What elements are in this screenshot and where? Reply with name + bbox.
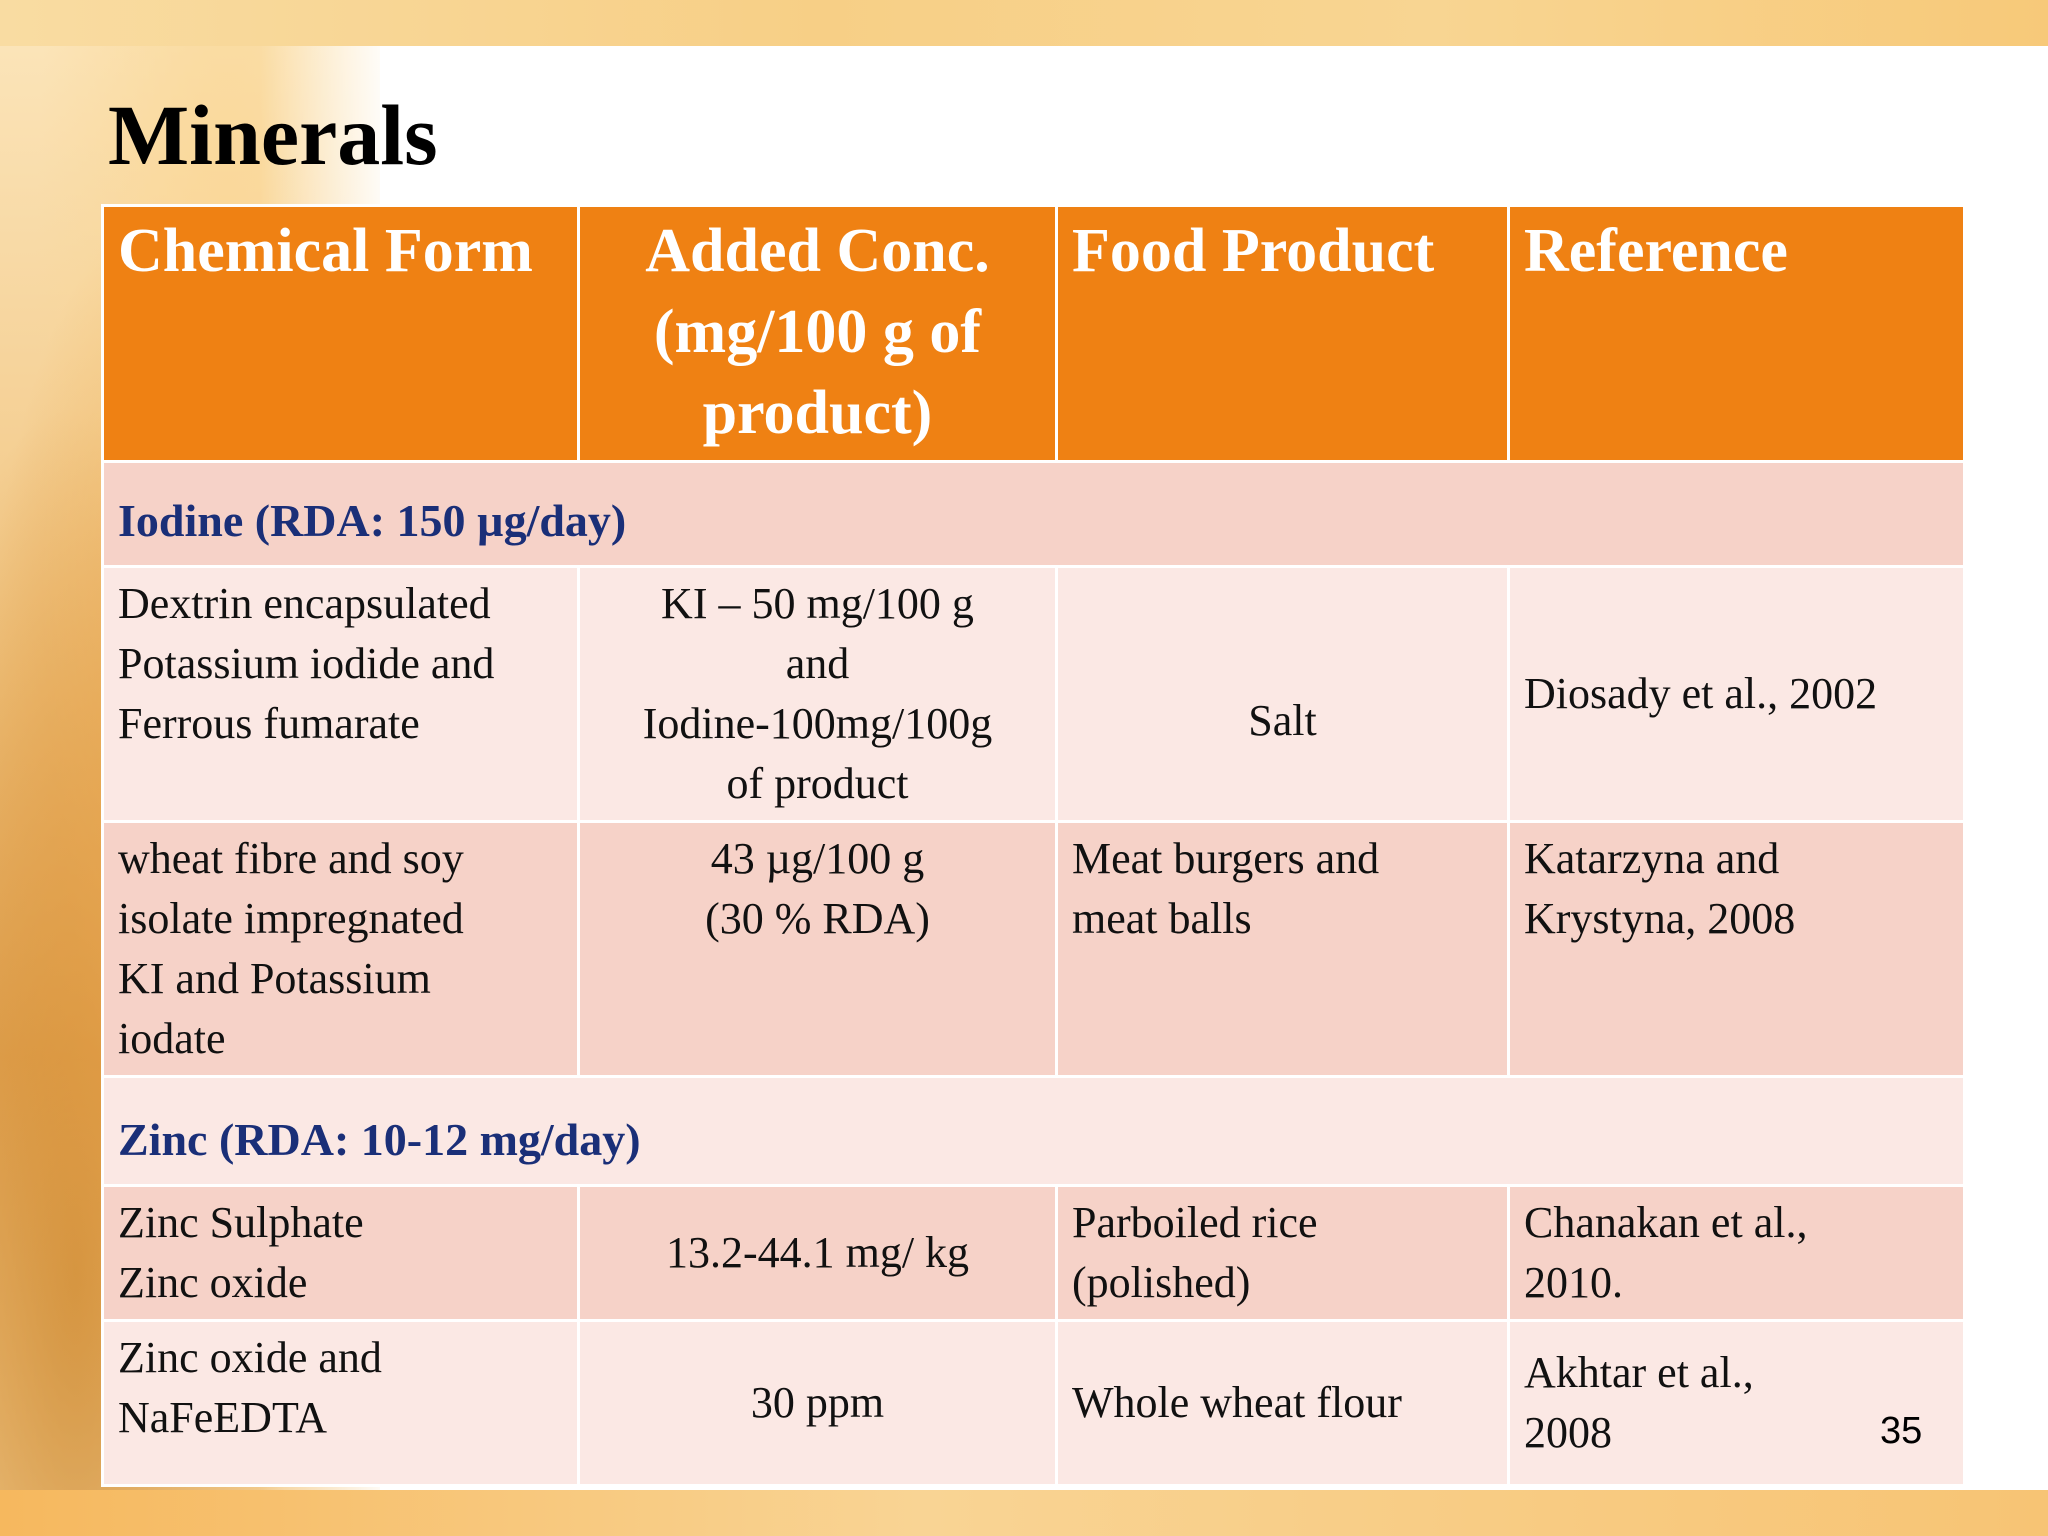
- section-label: Iodine (RDA: 150 µg/day): [101, 460, 1966, 568]
- slide-title: Minerals: [108, 87, 438, 183]
- cell-reference: Akhtar et al., 2008: [1507, 1319, 1966, 1487]
- table-header-row: Chemical Form Added Conc. (mg/100 g of p…: [101, 204, 1966, 463]
- table-row: wheat fibre and soy isolate impregnated KI…: [101, 820, 1966, 1078]
- cell-line: Iodine-100mg/100g: [642, 699, 993, 748]
- header-reference: Reference: [1507, 204, 1966, 463]
- cell-line: (polished): [1072, 1258, 1251, 1307]
- header-food-product: Food Product: [1055, 204, 1510, 463]
- cell-line: 2008: [1524, 1408, 1612, 1457]
- cell-food-product: Salt: [1055, 565, 1510, 823]
- cell-added-conc: 43 µg/100 g (30 % RDA): [577, 820, 1058, 1078]
- table-row: Dextrin encapsulated Potassium iodide and…: [101, 565, 1966, 823]
- cell-line: of product: [726, 759, 909, 808]
- section-row-iodine: Iodine (RDA: 150 µg/day): [101, 460, 1966, 568]
- cell-line: 30 ppm: [750, 1378, 885, 1427]
- cell-line: iodate: [118, 1014, 226, 1063]
- cell-line: KI – 50 mg/100 g: [661, 579, 974, 628]
- cell-line: Whole wheat flour: [1072, 1378, 1402, 1427]
- cell-reference: Diosady et al., 2002: [1507, 565, 1966, 823]
- cell-line: Parboiled rice: [1072, 1198, 1318, 1247]
- cell-line: Salt: [1248, 696, 1317, 745]
- section-row-zinc: Zinc (RDA: 10-12 mg/day): [101, 1075, 1966, 1187]
- cell-chemical-form: Dextrin encapsulated Potassium iodide and…: [101, 565, 580, 823]
- cell-food-product: Whole wheat flour: [1055, 1319, 1510, 1487]
- cell-line: Ferrous fumarate: [118, 699, 420, 748]
- cell-line: Meat burgers and: [1072, 834, 1380, 883]
- cell-line: Potassium iodide and: [118, 639, 495, 688]
- cell-added-conc: 30 ppm: [577, 1319, 1058, 1487]
- bottom-decorative-band: [0, 1490, 2048, 1536]
- cell-line: isolate impregnated: [118, 894, 464, 943]
- cell-line: Zinc Sulphate: [118, 1198, 364, 1247]
- cell-line: Diosady et al., 2002: [1524, 669, 1878, 718]
- cell-line: Katarzyna and: [1524, 834, 1780, 883]
- table-row: Zinc Sulphate Zinc oxide 13.2-44.1 mg/ kg…: [101, 1184, 1966, 1322]
- page-number: 35: [1880, 1410, 1923, 1452]
- cell-line: 2010.: [1524, 1258, 1623, 1307]
- cell-chemical-form: Zinc oxide and NaFeEDTA: [101, 1319, 580, 1487]
- cell-added-conc: KI – 50 mg/100 g and Iodine-100mg/100g of p…: [577, 565, 1058, 823]
- cell-line: Dextrin encapsulated: [118, 579, 491, 628]
- top-decorative-band: [0, 0, 2048, 46]
- cell-line: 43 µg/100 g: [710, 834, 925, 883]
- table-row: Zinc oxide and NaFeEDTA 30 ppm Whole whea…: [101, 1319, 1966, 1487]
- cell-line: Zinc oxide and: [118, 1333, 382, 1382]
- cell-chemical-form: wheat fibre and soy isolate impregnated KI…: [101, 820, 580, 1078]
- section-label: Zinc (RDA: 10-12 mg/day): [101, 1075, 1966, 1187]
- cell-line: Krystyna, 2008: [1524, 894, 1796, 943]
- cell-line: wheat fibre and soy: [118, 834, 464, 883]
- cell-line: and: [785, 639, 850, 688]
- cell-food-product: Meat burgers and meat balls: [1055, 820, 1510, 1078]
- minerals-table: Chemical Form Added Conc. (mg/100 g of p…: [101, 204, 1966, 1487]
- cell-line: NaFeEDTA: [118, 1393, 328, 1442]
- cell-line: 13.2-44.1 mg/ kg: [665, 1228, 970, 1277]
- cell-line: Akhtar et al.,: [1524, 1348, 1754, 1397]
- header-added-conc: Added Conc. (mg/100 g of product): [577, 204, 1058, 463]
- cell-food-product: Parboiled rice (polished): [1055, 1184, 1510, 1322]
- cell-line: Zinc oxide: [118, 1258, 308, 1307]
- cell-line: KI and Potassium: [118, 954, 431, 1003]
- cell-chemical-form: Zinc Sulphate Zinc oxide: [101, 1184, 580, 1322]
- cell-line: Chanakan et al.,: [1524, 1198, 1808, 1247]
- cell-line: (30 % RDA): [705, 894, 930, 943]
- cell-reference: Katarzyna and Krystyna, 2008: [1507, 820, 1966, 1078]
- header-chemical-form: Chemical Form: [101, 204, 580, 463]
- cell-added-conc: 13.2-44.1 mg/ kg: [577, 1184, 1058, 1322]
- cell-reference: Chanakan et al., 2010.: [1507, 1184, 1966, 1322]
- cell-line: meat balls: [1072, 894, 1252, 943]
